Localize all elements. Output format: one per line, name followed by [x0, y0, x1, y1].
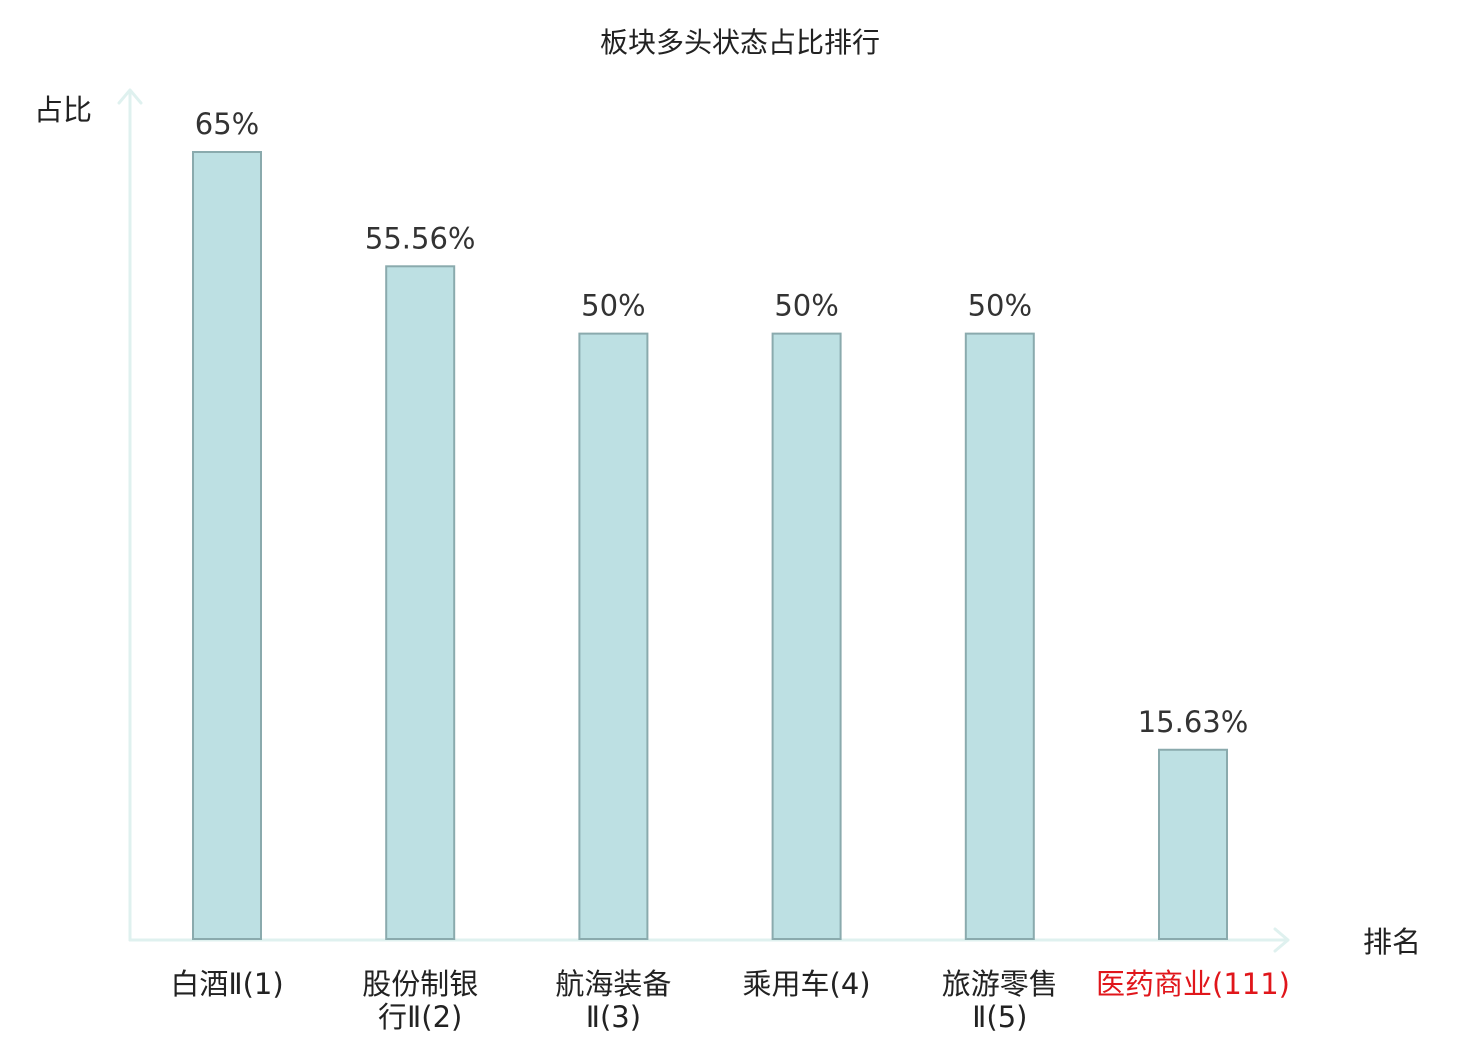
x-axis — [128, 927, 1290, 953]
category-label-3-line-2: Ⅱ(3) — [586, 1000, 641, 1034]
category-label-4: 乘用车(4) — [743, 967, 871, 1001]
x-axis-label: 排名 — [1363, 925, 1421, 959]
value-label-1: 65% — [195, 107, 259, 141]
category-label-5-line-2: Ⅱ(5) — [972, 1000, 1027, 1034]
bar-5 — [964, 332, 1035, 941]
bar-1 — [192, 151, 262, 940]
bars — [192, 151, 1228, 941]
value-label-6: 15.63% — [1138, 705, 1249, 739]
value-label-3: 50% — [581, 289, 645, 323]
y-axis-label: 占比 — [34, 93, 92, 127]
category-label-2-line-2: 行Ⅱ(2) — [378, 1000, 462, 1034]
value-label-5: 50% — [968, 289, 1032, 323]
category-label-1: 白酒Ⅱ(1) — [170, 967, 283, 1001]
category-label-6: 医药商业(111) — [1096, 967, 1290, 1001]
category-label-2-line-1: 股份制银 — [362, 967, 478, 1001]
category-label-3-line-1: 航海装备 — [555, 967, 671, 1001]
value-label-2: 55.56% — [365, 221, 476, 255]
value-labels: 65% 55.56% 50% 50% 50% 15.63% — [195, 107, 1249, 739]
bar-3 — [578, 332, 649, 941]
category-label-5-line-1: 旅游零售 — [942, 967, 1058, 1001]
y-axis — [117, 88, 143, 942]
axes — [117, 88, 1290, 953]
bar-6 — [1158, 748, 1228, 940]
bar-2 — [385, 265, 456, 940]
bar-4 — [771, 332, 842, 941]
value-label-4: 50% — [774, 289, 838, 323]
chart-title: 板块多头状态占比排行 — [600, 26, 880, 59]
